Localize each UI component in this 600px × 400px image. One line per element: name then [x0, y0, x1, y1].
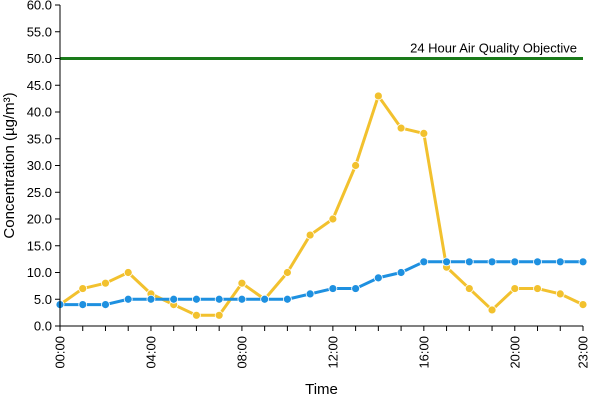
threshold-group: 24 Hour Air Quality Objective: [60, 41, 583, 60]
data-point: [396, 123, 406, 133]
y-tick-label: 30.0: [27, 158, 52, 173]
data-point: [260, 294, 270, 304]
x-axis-title: Time: [305, 381, 338, 398]
y-axis-ticks: 0.0 5.0 10.0 15.0 20.0 25.0 30.0 35.0 40.0 45.0 50…: [27, 0, 60, 334]
data-point: [578, 257, 588, 267]
data-point: [282, 294, 292, 304]
y-tick-label: 25.0: [27, 185, 52, 200]
y-tick-label: 45.0: [27, 78, 52, 93]
data-point: [78, 284, 88, 293]
data-point: [373, 273, 383, 283]
x-tick-label: 00:00: [53, 336, 68, 369]
y-tick-label: 50.0: [27, 51, 52, 66]
data-point: [305, 230, 315, 240]
data-point: [464, 284, 474, 293]
y-tick-label: 5.0: [34, 292, 52, 307]
threshold-label: 24 Hour Air Quality Objective: [410, 41, 577, 56]
y-tick-label: 35.0: [27, 131, 52, 146]
data-point: [101, 278, 110, 288]
x-tick-label: 04:00: [143, 336, 158, 369]
y-tick-label: 20.0: [27, 212, 52, 227]
x-tick-label: 12:00: [325, 336, 340, 369]
data-point: [487, 305, 497, 315]
y-tick-label: 15.0: [27, 238, 52, 253]
data-point: [555, 289, 565, 299]
data-point: [78, 300, 88, 310]
data-point: [237, 294, 247, 304]
data-point: [373, 91, 383, 101]
y-tick-label: 0.0: [34, 319, 52, 334]
data-point: [123, 268, 133, 277]
y-tick-label: 55.0: [27, 24, 52, 39]
data-point: [305, 289, 315, 299]
data-point: [169, 294, 179, 304]
x-tick-label: 23:00: [576, 336, 591, 369]
series-group: [55, 91, 588, 320]
data-point: [237, 278, 247, 288]
data-point: [510, 284, 520, 293]
data-point: [123, 294, 133, 304]
data-point: [464, 257, 474, 267]
data-point: [578, 300, 588, 310]
series-line: [59, 94, 584, 317]
data-point: [282, 268, 292, 277]
data-point: [396, 268, 406, 277]
data-point: [101, 300, 110, 310]
data-point: [192, 294, 201, 304]
y-tick-label: 40.0: [27, 105, 52, 120]
data-point: [419, 128, 429, 138]
x-tick-label: 16:00: [416, 336, 431, 369]
data-point: [487, 257, 497, 267]
y-tick-label: 60.0: [27, 0, 52, 13]
data-point: [533, 284, 542, 293]
data-point: [328, 214, 338, 224]
y-tick-label: 10.0: [27, 265, 52, 280]
data-point: [214, 310, 224, 320]
data-point: [419, 257, 429, 267]
x-axis-ticks: 00:00 04:00 08:00 12:00 16:00 20:00 23:00: [53, 326, 591, 369]
data-point: [555, 257, 565, 267]
data-point: [351, 161, 361, 170]
data-point: [510, 257, 520, 267]
data-point: [214, 294, 224, 304]
series-1: [55, 91, 588, 320]
x-tick-label: 20:00: [507, 336, 522, 369]
data-point: [192, 310, 201, 320]
data-point: [328, 284, 338, 293]
data-point: [442, 257, 451, 267]
x-tick-label: 08:00: [234, 336, 249, 369]
series-2: [55, 257, 588, 310]
data-point: [146, 294, 156, 304]
data-point: [533, 257, 542, 267]
y-axis-title: Concentration (µg/m³): [1, 92, 18, 238]
data-point: [351, 284, 361, 293]
